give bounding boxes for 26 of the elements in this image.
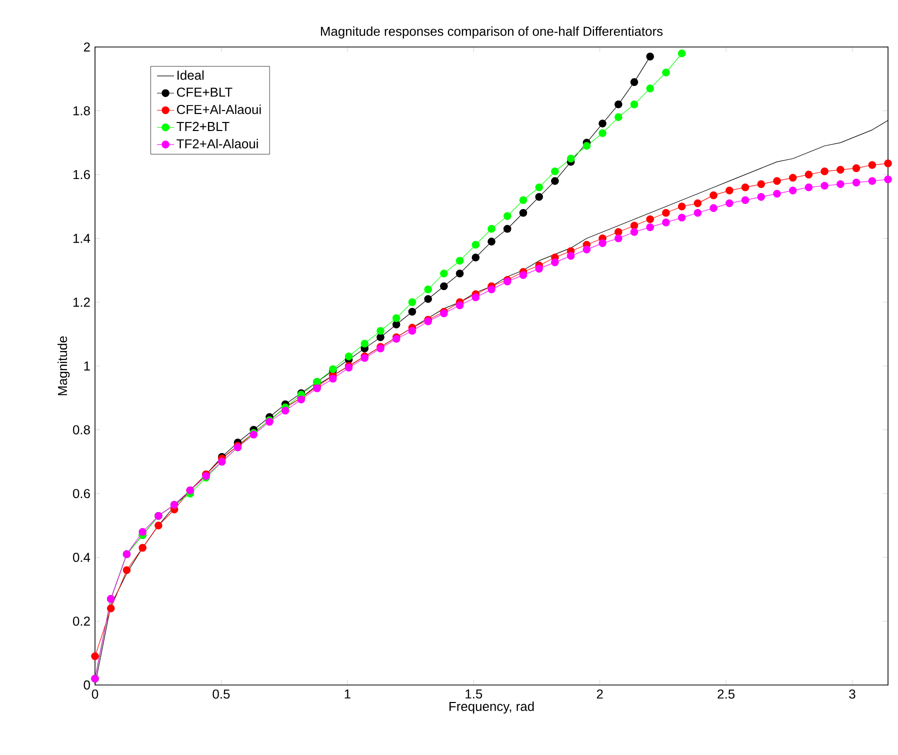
chart-title: Magnitude responses comparison of one-half Differentiators bbox=[320, 26, 663, 38]
x-tick-label: 1 bbox=[344, 690, 350, 698]
y-tick-label: 1.6 bbox=[73, 170, 90, 180]
y-tick-label: 0 bbox=[84, 680, 90, 690]
x-tick-label: 0.5 bbox=[212, 689, 230, 699]
y-tick-label: 0.6 bbox=[72, 488, 90, 498]
x-tick-label: 0 bbox=[92, 689, 98, 699]
x-tick-label: 1.5 bbox=[466, 690, 482, 699]
x-tick-label: 3 bbox=[849, 689, 856, 699]
y-tick-label: 1.4 bbox=[73, 234, 90, 243]
x-axis-title: Frequency, rad bbox=[450, 701, 534, 714]
legend-label: CFE+Al-Alaoui bbox=[176, 104, 261, 114]
legend-label: CFE+BLT bbox=[176, 88, 232, 97]
y-tick-label: 2 bbox=[84, 42, 90, 52]
y-tick-label: 0.8 bbox=[72, 425, 90, 434]
legend-label: TF2+BLT bbox=[176, 122, 230, 131]
legend-label: Ideal bbox=[178, 70, 204, 80]
x-tick-label: 2 bbox=[596, 689, 603, 699]
y-tick-label: 0.2 bbox=[72, 616, 90, 626]
legend-label: TF2+Al-Alaoui bbox=[176, 138, 258, 148]
y-tick-label: 1.8 bbox=[73, 106, 90, 116]
x-tick-label: 2.5 bbox=[718, 689, 735, 699]
y-tick-label: 0.4 bbox=[72, 552, 90, 562]
y-tick-label: 1.2 bbox=[73, 298, 90, 307]
y-axis-title: Magnitude bbox=[58, 336, 70, 396]
y-tick-label: 1 bbox=[84, 362, 90, 370]
